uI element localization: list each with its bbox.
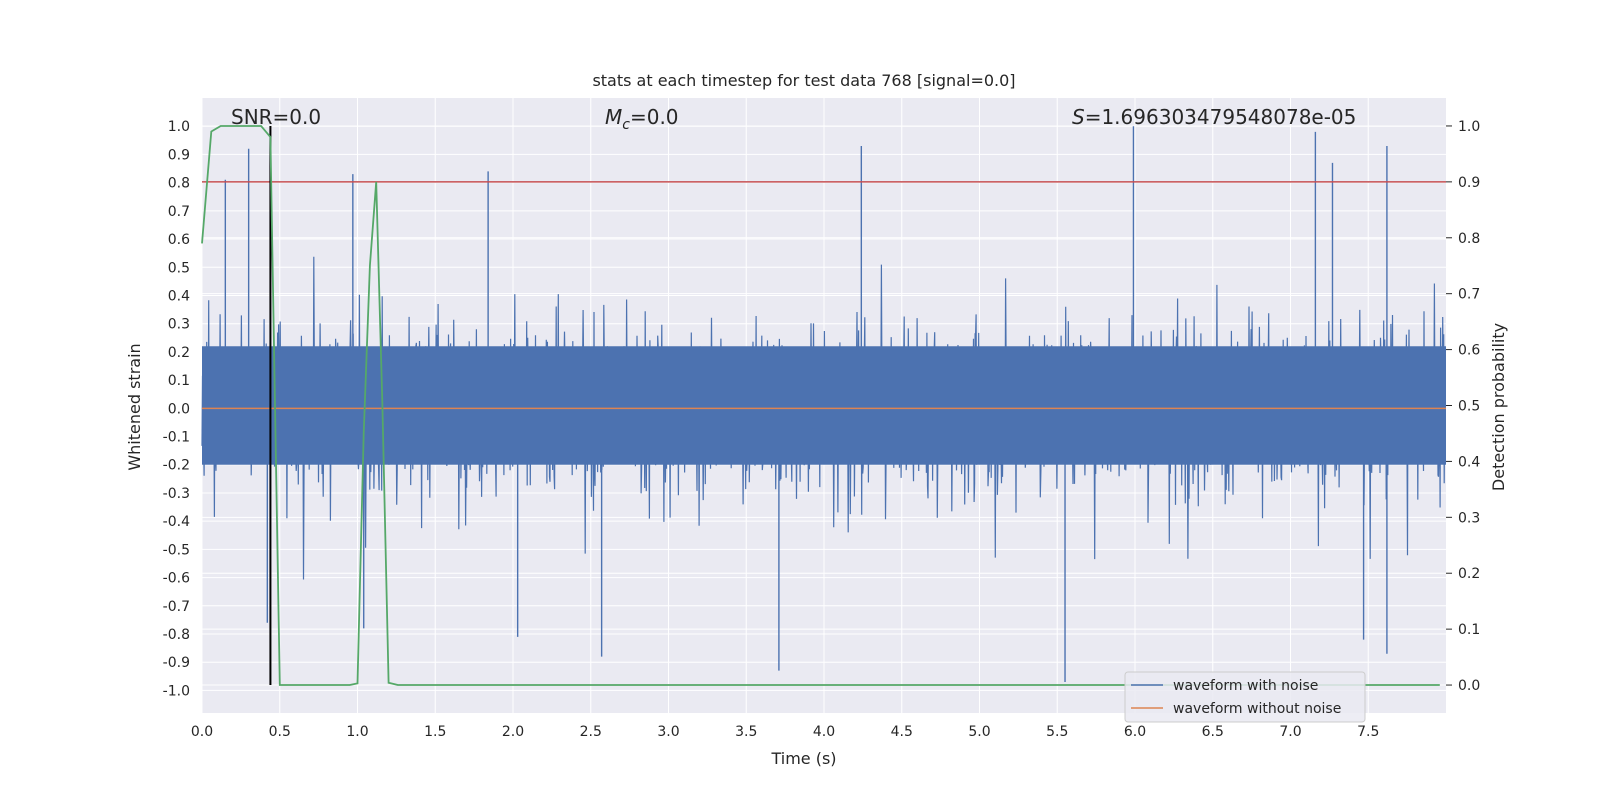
chart-title: stats at each timestep for test data 768… bbox=[592, 71, 1015, 90]
y2-tick-label: 0.5 bbox=[1458, 399, 1480, 415]
y-tick-label: 0.3 bbox=[168, 317, 190, 333]
y-axis-label: Whitened strain bbox=[125, 343, 144, 470]
y2-tick-label: 1.0 bbox=[1458, 119, 1480, 135]
x-tick-label: 6.5 bbox=[1202, 724, 1224, 740]
y-tick-label: -0.6 bbox=[163, 571, 190, 587]
y-tick-label: -0.7 bbox=[163, 599, 190, 615]
x-axis-label: Time (s) bbox=[770, 749, 836, 768]
chirp-mass-annotation: Mc=0.0 bbox=[605, 105, 679, 133]
y-tick-label: -0.1 bbox=[163, 430, 190, 446]
y-tick-label: 0.9 bbox=[168, 147, 190, 163]
chirp-mass-subscript: c bbox=[622, 117, 630, 133]
axes: 0.0 0.5 1.0 1.5 2.0 2.5 3.0 3.5 4.0 4.5 5.0 5.5 6.0 6… bbox=[163, 119, 1481, 740]
y-tick-label: -0.8 bbox=[163, 627, 190, 643]
y-tick-label: 0.6 bbox=[168, 232, 190, 248]
noise-core-band bbox=[202, 346, 1446, 465]
y-tick-label: 1.0 bbox=[168, 119, 190, 135]
y-tick-label: 0.7 bbox=[168, 204, 190, 220]
x-tick-label: 7.0 bbox=[1279, 724, 1301, 740]
x-tick-label: 0.0 bbox=[191, 724, 213, 740]
x-tick-label: 3.0 bbox=[657, 724, 679, 740]
y-tick-label: 0.5 bbox=[168, 260, 190, 276]
s-statistic-annotation: S=1.696303479548078e-05 bbox=[1072, 105, 1356, 129]
x-tick-label: 3.5 bbox=[735, 724, 757, 740]
y2-tick-label: 0.9 bbox=[1458, 175, 1480, 191]
overlay-lines bbox=[201, 125, 1446, 686]
y2-tick-label: 0.7 bbox=[1458, 287, 1480, 303]
y2-tick-label: 0.1 bbox=[1458, 622, 1480, 638]
y2-tick-label: 0.3 bbox=[1458, 510, 1480, 526]
x-tick-label: 5.5 bbox=[1046, 724, 1068, 740]
y-tick-label: 0.4 bbox=[168, 288, 190, 304]
legend-label-clean: waveform without noise bbox=[1173, 701, 1341, 717]
x-tick-label: 0.5 bbox=[269, 724, 291, 740]
x-tick-label: 1.0 bbox=[346, 724, 368, 740]
x-tick-label: 4.0 bbox=[813, 724, 835, 740]
waveform-with-noise-series bbox=[201, 126, 1446, 682]
y2-axis-label: Detection probability bbox=[1489, 323, 1508, 491]
y-tick-label: 0.1 bbox=[168, 373, 190, 389]
x-tick-label: 2.0 bbox=[502, 724, 524, 740]
y2-tick-label: 0.4 bbox=[1458, 454, 1480, 470]
s-statistic-symbol: S bbox=[1072, 105, 1085, 129]
legend-label-noise: waveform with noise bbox=[1173, 678, 1318, 694]
y2-tick-label: 0.6 bbox=[1458, 343, 1480, 359]
y2-tick-label: 0.0 bbox=[1458, 678, 1480, 694]
legend-box bbox=[1124, 671, 1366, 723]
y-tick-label: -1.0 bbox=[163, 683, 190, 699]
detection-probability-line bbox=[201, 125, 1440, 686]
y-tick-label: -0.5 bbox=[163, 542, 190, 558]
x-tick-label: 6.0 bbox=[1124, 724, 1146, 740]
chirp-mass-symbol: M bbox=[605, 105, 622, 129]
y-tick-label: 0.2 bbox=[168, 345, 190, 361]
y-tick-label: 0.8 bbox=[168, 176, 190, 192]
s-statistic-value: =1.696303479548078e-05 bbox=[1085, 105, 1357, 129]
y2-tick-label: 0.2 bbox=[1458, 566, 1480, 582]
chirp-mass-value: =0.0 bbox=[630, 105, 679, 129]
y-tick-label: -0.9 bbox=[163, 655, 190, 671]
y-tick-label: -0.3 bbox=[163, 486, 190, 502]
x-tick-label: 7.5 bbox=[1357, 724, 1379, 740]
x-tick-label: 1.5 bbox=[424, 724, 446, 740]
x-tick-label: 5.0 bbox=[968, 724, 990, 740]
x-tick-label: 4.5 bbox=[891, 724, 913, 740]
x-tick-label: 2.5 bbox=[580, 724, 602, 740]
legend: waveform with noise waveform without noi… bbox=[1124, 671, 1366, 723]
y-tick-label: -0.4 bbox=[163, 514, 190, 530]
y-tick-label: 0.0 bbox=[168, 401, 190, 417]
y-tick-label: -0.2 bbox=[163, 458, 190, 474]
y2-tick-label: 0.8 bbox=[1458, 231, 1480, 247]
snr-annotation: SNR=0.0 bbox=[231, 105, 321, 129]
